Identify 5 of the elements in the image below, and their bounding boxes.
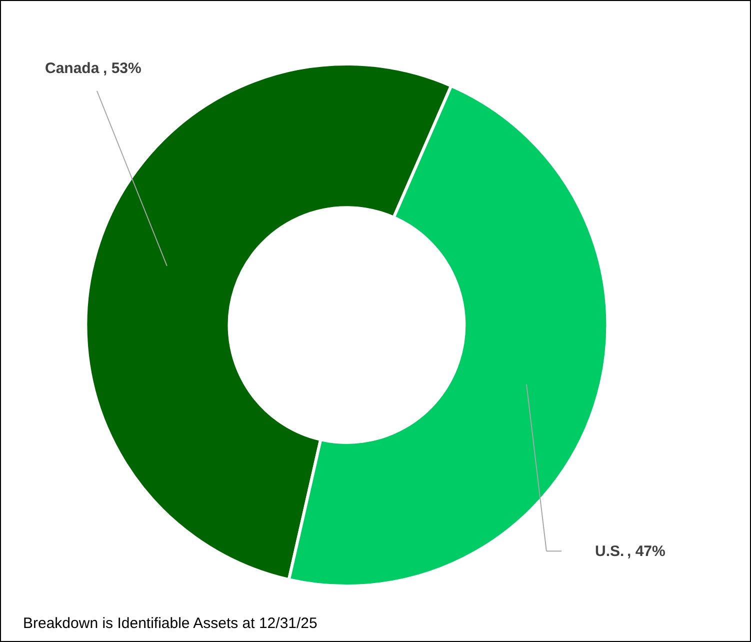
data-label: , 47% bbox=[627, 543, 666, 560]
slice-label: Canada bbox=[45, 60, 100, 77]
slice-label: U.S. bbox=[595, 543, 624, 560]
text: Breakdown is Identifiable Assets at 12/31/25 bbox=[23, 615, 318, 632]
data-label: , 53% bbox=[103, 60, 142, 77]
